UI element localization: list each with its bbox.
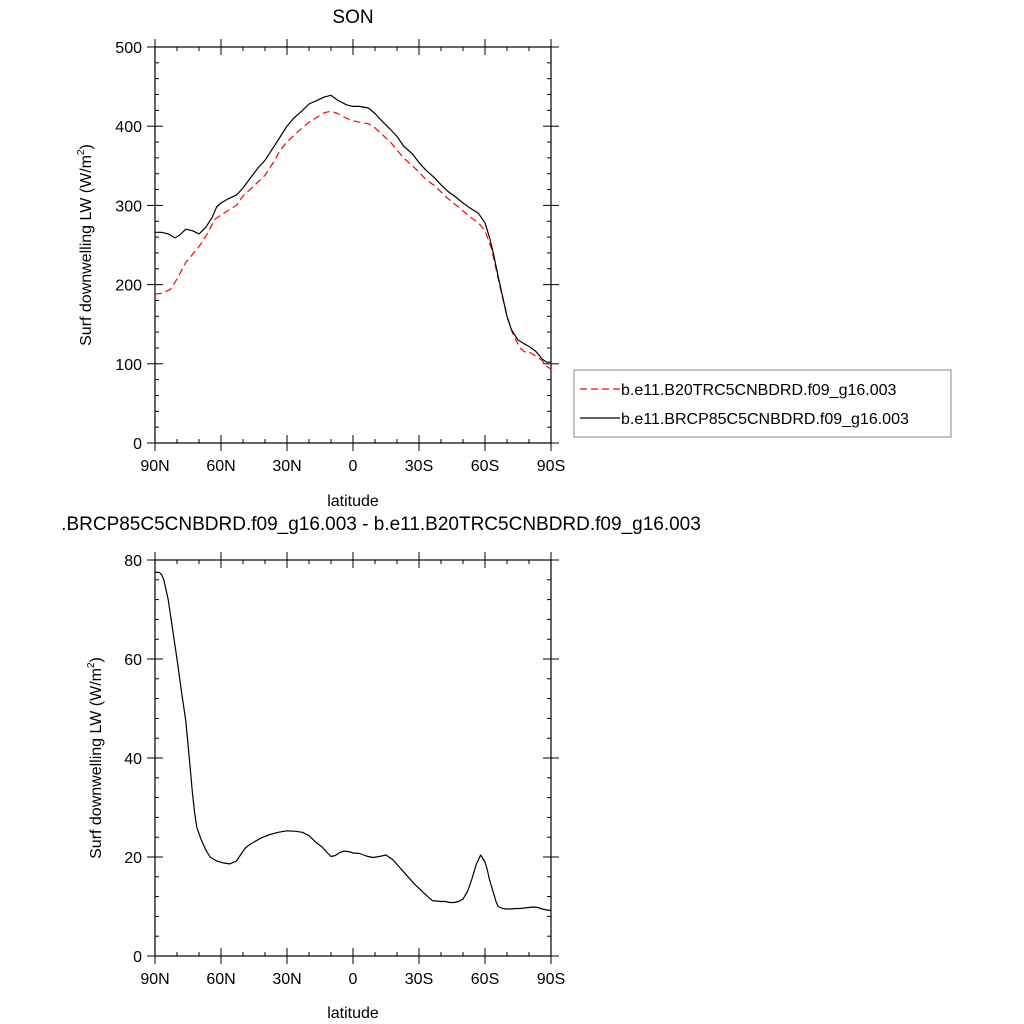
x-tick-label: 60S xyxy=(471,971,499,988)
bottom-tick-marks xyxy=(147,552,559,964)
x-tick-label: 60S xyxy=(471,458,499,475)
legend-box xyxy=(573,369,952,438)
y-tick-label: 400 xyxy=(115,119,142,136)
x-tick-label: 30N xyxy=(272,458,301,475)
x-tick-label: 90N xyxy=(140,971,169,988)
y-tick-label: 300 xyxy=(115,198,142,215)
series-line-1 xyxy=(155,94,551,363)
y-tick-label: 500 xyxy=(115,40,142,57)
bottom-y-axis-label: Surf downwelling LW (W/m2) xyxy=(86,657,105,859)
legend: b.e11.B20TRC5CNBDRD.f09_g16.003 b.e11.BR… xyxy=(573,369,952,438)
top-series-lines xyxy=(154,94,552,370)
y-tick-label: 100 xyxy=(115,357,142,374)
top-y-axis-label: Surf downwelling LW (W/m2) xyxy=(76,144,95,346)
x-tick-label: 90N xyxy=(140,458,169,475)
x-tick-label: 90S xyxy=(537,971,565,988)
y-tick-label: 20 xyxy=(124,850,142,867)
y-tick-label: 0 xyxy=(133,436,142,453)
series-line-0 xyxy=(154,110,552,370)
bottom-y-axis-label-sup: 2 xyxy=(86,662,97,668)
x-tick-label: 60N xyxy=(206,458,235,475)
top-y-tick-labels: 0 100 200 300 400 500 xyxy=(115,40,142,453)
y-tick-label: 80 xyxy=(124,553,142,570)
bottom-panel: .BRCP85C5CNBDRD.f09_g16.003 - b.e11.B20T… xyxy=(61,514,701,1022)
top-x-tick-labels: 90N 60N 30N 0 30S 60S 90S xyxy=(140,458,565,475)
top-chart-title: SON xyxy=(332,7,373,28)
x-tick-label: 0 xyxy=(349,458,358,475)
bottom-y-tick-labels: 0 20 40 60 80 xyxy=(124,553,142,966)
bottom-x-axis-label: latitude xyxy=(327,1005,379,1022)
x-tick-label: 0 xyxy=(349,971,358,988)
bottom-plot-frame xyxy=(154,559,552,957)
legend-label-series-0: b.e11.B20TRC5CNBDRD.f09_g16.003 xyxy=(621,382,897,399)
x-tick-label: 30S xyxy=(405,458,433,475)
y-tick-label: 200 xyxy=(115,278,142,295)
y-tick-label: 40 xyxy=(124,751,142,768)
bottom-y-axis-label-tail: ) xyxy=(88,657,105,662)
legend-label-series-1: b.e11.BRCP85C5CNBDRD.f09_g16.003 xyxy=(621,411,909,428)
x-tick-label: 60N xyxy=(206,971,235,988)
bottom-chart-title: .BRCP85C5CNBDRD.f09_g16.003 - b.e11.B20T… xyxy=(61,514,701,535)
x-tick-label: 30S xyxy=(405,971,433,988)
x-tick-label: 90S xyxy=(537,458,565,475)
bottom-x-tick-labels: 90N 60N 30N 0 30S 60S 90S xyxy=(140,971,565,988)
y-tick-label: 60 xyxy=(124,652,142,669)
x-tick-label: 30N xyxy=(272,971,301,988)
bottom-y-axis-label-main: Surf downwelling LW (W/m xyxy=(88,668,105,859)
bottom-series-lines xyxy=(155,571,552,912)
top-tick-marks xyxy=(147,39,559,451)
series-line-0 xyxy=(155,571,552,912)
y-tick-label: 0 xyxy=(133,949,142,966)
top-y-axis-label-tail: ) xyxy=(78,144,95,149)
top-y-axis-label-main: Surf downwelling LW (W/m xyxy=(78,155,95,346)
top-x-axis-label: latitude xyxy=(327,493,379,510)
top-panel: SON 0 100 200 300 400 500 90N 60N 30N 0 30S 60S 90S… xyxy=(76,7,952,510)
top-y-axis-label-sup: 2 xyxy=(76,149,87,155)
